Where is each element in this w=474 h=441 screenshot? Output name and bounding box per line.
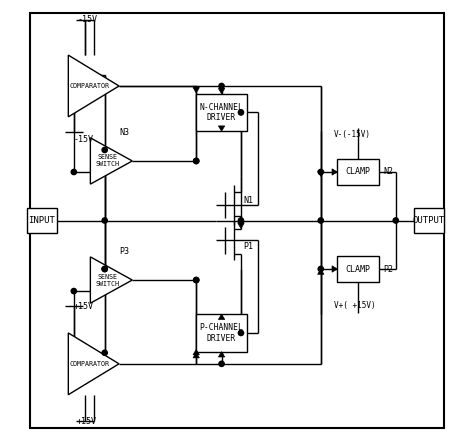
Polygon shape <box>238 217 244 222</box>
Polygon shape <box>219 88 225 94</box>
Text: +15V: +15V <box>74 302 94 311</box>
Polygon shape <box>193 353 200 358</box>
Polygon shape <box>238 223 244 228</box>
Circle shape <box>102 266 107 272</box>
Bar <box>196 314 247 352</box>
Polygon shape <box>91 257 132 303</box>
Polygon shape <box>219 352 225 357</box>
Text: -15V: -15V <box>74 135 94 143</box>
Circle shape <box>219 83 224 89</box>
Circle shape <box>102 350 107 355</box>
Circle shape <box>71 169 76 175</box>
Bar <box>196 93 247 131</box>
Circle shape <box>238 330 244 336</box>
Text: N1: N1 <box>244 196 254 205</box>
Bar <box>414 208 444 233</box>
Circle shape <box>238 218 244 223</box>
Text: INPUT: INPUT <box>28 216 55 225</box>
Polygon shape <box>332 169 337 175</box>
Text: V+( +15V): V+( +15V) <box>334 301 375 310</box>
Circle shape <box>193 277 199 283</box>
Circle shape <box>318 266 323 272</box>
Circle shape <box>238 110 244 115</box>
Polygon shape <box>193 87 200 93</box>
Text: CLAMP: CLAMP <box>346 265 371 273</box>
Circle shape <box>71 288 76 294</box>
Circle shape <box>193 277 199 283</box>
Circle shape <box>193 158 199 164</box>
Text: OUTPUT: OUTPUT <box>413 216 445 225</box>
Bar <box>337 159 379 185</box>
Text: P2: P2 <box>383 265 393 273</box>
Polygon shape <box>91 138 132 184</box>
Polygon shape <box>68 333 119 395</box>
Text: COMPARATOR: COMPARATOR <box>70 361 109 367</box>
Text: +15V: +15V <box>77 417 97 426</box>
Text: N3: N3 <box>119 128 129 137</box>
Polygon shape <box>193 86 200 92</box>
Polygon shape <box>219 126 225 131</box>
Circle shape <box>102 266 107 272</box>
Text: P1: P1 <box>244 243 254 251</box>
Bar <box>337 256 379 282</box>
Circle shape <box>318 218 323 223</box>
Circle shape <box>318 169 323 175</box>
Text: CLAMP: CLAMP <box>346 168 371 176</box>
Circle shape <box>219 361 224 366</box>
Text: -15V: -15V <box>77 15 97 24</box>
Circle shape <box>102 147 107 153</box>
Text: N2: N2 <box>383 168 393 176</box>
Polygon shape <box>68 55 119 117</box>
Text: P3: P3 <box>119 247 129 256</box>
Polygon shape <box>219 314 225 319</box>
Text: V-(-15V): V-(-15V) <box>334 130 371 139</box>
Text: SENSE
SWITCH: SENSE SWITCH <box>96 273 120 287</box>
Circle shape <box>193 158 199 164</box>
Polygon shape <box>318 269 324 274</box>
Text: N-CHANNEL
DRIVER: N-CHANNEL DRIVER <box>200 103 244 122</box>
Circle shape <box>393 218 399 223</box>
Text: SENSE
SWITCH: SENSE SWITCH <box>96 154 120 168</box>
Polygon shape <box>193 349 200 355</box>
Circle shape <box>102 218 107 223</box>
Bar <box>27 208 56 233</box>
Polygon shape <box>332 266 337 272</box>
Text: P-CHANNEL
DRIVER: P-CHANNEL DRIVER <box>200 323 244 343</box>
Polygon shape <box>318 171 324 176</box>
Text: COMPARATOR: COMPARATOR <box>70 83 109 89</box>
